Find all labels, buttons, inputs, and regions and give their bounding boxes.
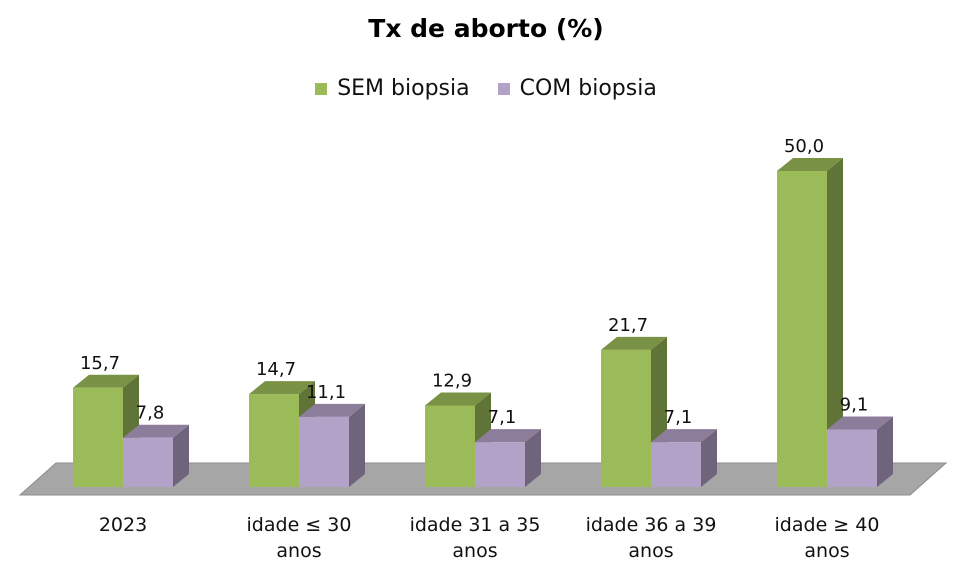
value-label-com-0: 7,8 — [136, 403, 165, 424]
bar-com-3 — [651, 442, 701, 487]
category-label-1-line-0: idade ≤ 30 — [247, 514, 352, 536]
bar-com-3-side — [701, 429, 717, 487]
legend-swatch-com — [497, 82, 510, 95]
value-label-com-4: 9,1 — [840, 394, 869, 415]
category-label-2-line-0: idade 31 a 35 — [410, 514, 541, 536]
bar-com-1-top — [299, 403, 365, 417]
bar-sem-2 — [425, 405, 475, 487]
bar-sem-4-top — [777, 158, 843, 171]
value-label-com-1: 11,1 — [306, 382, 346, 403]
bar-sem-3-top — [601, 336, 667, 350]
bar-com-1 — [299, 416, 349, 487]
bar-sem-2-top — [425, 392, 491, 406]
value-label-sem-1: 14,7 — [256, 359, 296, 380]
bar-sem-1 — [249, 394, 299, 487]
category-label-4-line-1: anos — [804, 540, 849, 562]
category-label-2-line-1: anos — [452, 540, 497, 562]
legend-swatch-sem — [315, 82, 328, 95]
bar-sem-0-top — [73, 374, 139, 388]
value-label-sem-3: 21,7 — [608, 315, 648, 336]
value-label-sem-0: 15,7 — [80, 353, 120, 374]
bar-com-4 — [827, 429, 877, 487]
category-label-0-line-0: 2023 — [99, 514, 147, 536]
bar-sem-0 — [73, 387, 123, 487]
category-label-1-line-1: anos — [276, 540, 321, 562]
category-label-4-line-0: idade ≥ 40 — [775, 514, 880, 536]
legend-item-com-biopsia: COM biopsia — [497, 76, 657, 101]
bar-com-3-top — [651, 429, 717, 443]
bar-com-0-top — [123, 424, 189, 438]
value-label-sem-4: 50,0 — [784, 136, 824, 157]
bar-sem-4-side — [827, 158, 843, 487]
bar-com-0 — [123, 437, 173, 487]
bar-com-4-side — [877, 416, 893, 487]
category-label-3-line-1: anos — [628, 540, 673, 562]
bar-com-1-side — [349, 403, 365, 487]
bar-com-4-top — [827, 416, 893, 430]
bar-com-0-side — [173, 424, 189, 487]
bar-sem-4 — [777, 171, 827, 487]
bar-sem-3 — [601, 349, 651, 487]
legend-label-sem: SEM biopsia — [337, 76, 470, 101]
value-label-sem-2: 12,9 — [432, 370, 472, 391]
legend: SEM biopsia COM biopsia — [0, 76, 972, 101]
bar-com-2-side — [525, 429, 541, 487]
bar-sem-1-top — [249, 381, 315, 395]
bar-com-2 — [475, 442, 525, 487]
bar-com-2-top — [475, 429, 541, 443]
chart-title: Tx de aborto (%) — [368, 14, 604, 43]
value-label-com-3: 7,1 — [664, 407, 693, 428]
category-label-3-line-0: idade 36 a 39 — [586, 514, 717, 536]
legend-label-com: COM biopsia — [519, 76, 657, 101]
value-label-com-2: 7,1 — [488, 407, 517, 428]
legend-item-sem-biopsia: SEM biopsia — [315, 76, 470, 101]
